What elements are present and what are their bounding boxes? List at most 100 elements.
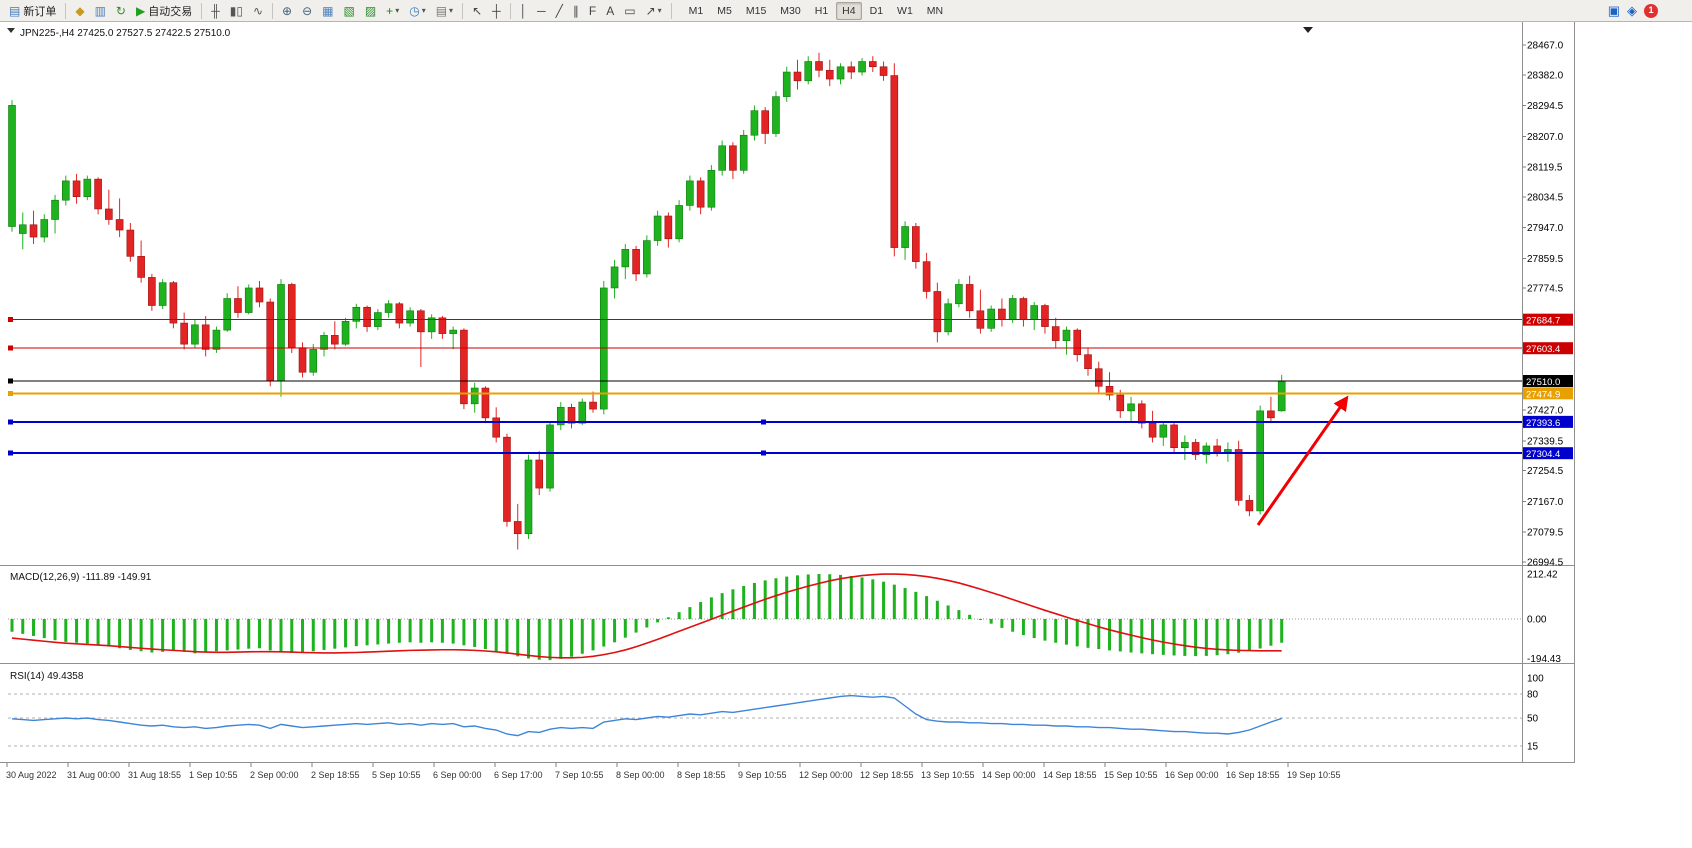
- line-handle[interactable]: [761, 450, 766, 456]
- dropdown-arrow-icon[interactable]: ▾: [449, 6, 454, 15]
- candle: [535, 451, 544, 496]
- macd-bar: [849, 575, 853, 619]
- timeframe-m5-button[interactable]: M5: [717, 4, 732, 17]
- candle: [696, 177, 705, 215]
- chart-canvas[interactable]: JPN225-,H4 27425.0 27527.5 27422.5 27510…: [0, 22, 1692, 848]
- market-watch-button[interactable]: ▥: [91, 1, 110, 21]
- indicator-guide-lines: [8, 618, 1522, 747]
- macd-bar: [709, 597, 713, 619]
- dropdown-arrow-icon[interactable]: ▾: [421, 6, 426, 15]
- time-axis-label: 2 Sep 18:55: [311, 770, 360, 780]
- candle: [1224, 442, 1232, 462]
- bar-chart-button[interactable]: ╫: [207, 1, 224, 21]
- crosshair-button[interactable]: ┼: [488, 1, 505, 21]
- trend-arrow[interactable]: [1256, 395, 1349, 526]
- trendline-icon: ╱: [555, 3, 563, 18]
- dropdown-arrow-icon[interactable]: ▾: [395, 6, 400, 15]
- channel-button[interactable]: ∥: [569, 1, 583, 21]
- candle: [890, 63, 899, 257]
- candle: [729, 142, 737, 180]
- candle: [277, 279, 285, 397]
- macd-bar: [473, 619, 477, 647]
- symbol-collapse-icon[interactable]: [7, 28, 15, 33]
- line-handle[interactable]: [8, 419, 13, 425]
- macd-bar: [526, 619, 530, 659]
- macd-bar: [322, 619, 326, 650]
- horizontal-price-line[interactable]: [8, 390, 1522, 396]
- line-handle[interactable]: [761, 419, 766, 425]
- macd-bar: [978, 619, 982, 620]
- mql5-community-icon[interactable]: ▣: [1607, 2, 1620, 18]
- zoom-out-button[interactable]: ⊖: [298, 1, 316, 21]
- candle: [352, 303, 361, 329]
- timeframe-m1-button[interactable]: M1: [688, 4, 704, 17]
- candle: [1073, 328, 1082, 362]
- line-handle[interactable]: [8, 378, 13, 384]
- refresh-button[interactable]: ↻: [112, 1, 130, 21]
- price-axis[interactable]: 28467.0 28382.0 28294.5 28207.0 28119.5 28034…: [1522, 41, 1573, 569]
- candlestick-chart-button[interactable]: ▮▯: [226, 1, 247, 21]
- candle: [836, 63, 845, 85]
- vertical-line-button[interactable]: │: [516, 1, 532, 21]
- chart-shift-button[interactable]: ▨: [361, 1, 380, 21]
- candle: [137, 240, 145, 283]
- indicator-scales[interactable]: 212.42 0.00 -194.43 100 80 50 15: [1527, 569, 1561, 752]
- macd-bar: [1097, 619, 1101, 650]
- rsi-scale-label: 15: [1527, 742, 1539, 753]
- time-axis[interactable]: 30 Aug 2022 31 Aug 00:00 31 Aug 18:55 1 Sep…: [6, 763, 1341, 780]
- cursor-button[interactable]: ↖: [468, 1, 486, 21]
- line-chart-button[interactable]: ∿: [249, 1, 267, 21]
- timeframe-mn-button[interactable]: MN: [926, 4, 944, 17]
- timeframe-m30-button[interactable]: M30: [780, 4, 801, 17]
- macd-bar: [85, 619, 89, 644]
- timeframe-m15-button[interactable]: M15: [745, 4, 767, 17]
- line-handle[interactable]: [8, 450, 13, 456]
- macd-scale-label: 0.00: [1527, 615, 1547, 626]
- tile-windows-button[interactable]: ▦: [318, 1, 337, 21]
- new-order-button[interactable]: ▤ 新订单: [5, 1, 60, 21]
- indicators-button[interactable]: + ▾: [382, 1, 403, 21]
- candle: [879, 61, 888, 81]
- line-handle[interactable]: [8, 317, 13, 323]
- zoom-in-button[interactable]: ⊕: [278, 1, 296, 21]
- trendline-button[interactable]: ╱: [552, 1, 567, 21]
- time-axis-label: 2 Sep 00:00: [250, 770, 299, 780]
- chart-profiles-button[interactable]: ◆: [71, 1, 88, 21]
- horizontal-price-line[interactable]: [8, 419, 1522, 425]
- price-axis-label: 28467.0: [1527, 41, 1564, 52]
- macd-bar: [290, 619, 294, 653]
- timeframe-d1-button[interactable]: D1: [869, 4, 884, 17]
- candle: [201, 316, 210, 357]
- price-axis-label: 27167.0: [1527, 497, 1564, 508]
- macd-bar: [677, 612, 681, 619]
- signals-icon[interactable]: ◈: [1627, 2, 1637, 18]
- candle: [126, 223, 135, 262]
- candle: [944, 298, 952, 336]
- templates-button[interactable]: ▤ ▾: [432, 1, 457, 21]
- line-handle[interactable]: [8, 390, 13, 396]
- arrows-button[interactable]: ↗ ▾: [642, 1, 666, 21]
- horizontal-line-button[interactable]: ─: [533, 1, 550, 21]
- horizontal-price-line[interactable]: [8, 378, 1522, 384]
- macd-scale-label: 212.42: [1527, 569, 1558, 580]
- macd-bar: [128, 619, 132, 650]
- chart-dropdown-icon[interactable]: [1303, 27, 1313, 33]
- dropdown-arrow-icon[interactable]: ▾: [657, 6, 662, 15]
- horizontal-price-line[interactable]: [8, 317, 1522, 323]
- tile-windows-icon: ▦: [322, 3, 334, 18]
- text-button[interactable]: A: [602, 1, 618, 21]
- horizontal-price-line[interactable]: [8, 345, 1522, 351]
- line-handle[interactable]: [8, 345, 13, 351]
- auto-scroll-button[interactable]: ▧: [339, 1, 358, 21]
- periods-button[interactable]: ◷ ▾: [405, 1, 430, 21]
- auto-trading-button[interactable]: ▶ 自动交易: [132, 1, 196, 21]
- timeframe-h4-button[interactable]: H4: [836, 1, 862, 20]
- notifications-badge[interactable]: 1: [1644, 3, 1658, 18]
- fibonacci-button[interactable]: F: [585, 1, 600, 21]
- label-button[interactable]: ▭: [620, 1, 639, 21]
- candle: [1051, 317, 1060, 348]
- macd-bar: [903, 588, 907, 619]
- horizontal-price-line[interactable]: [8, 450, 1522, 456]
- timeframe-w1-button[interactable]: W1: [897, 4, 913, 17]
- timeframe-h1-button[interactable]: H1: [814, 4, 829, 17]
